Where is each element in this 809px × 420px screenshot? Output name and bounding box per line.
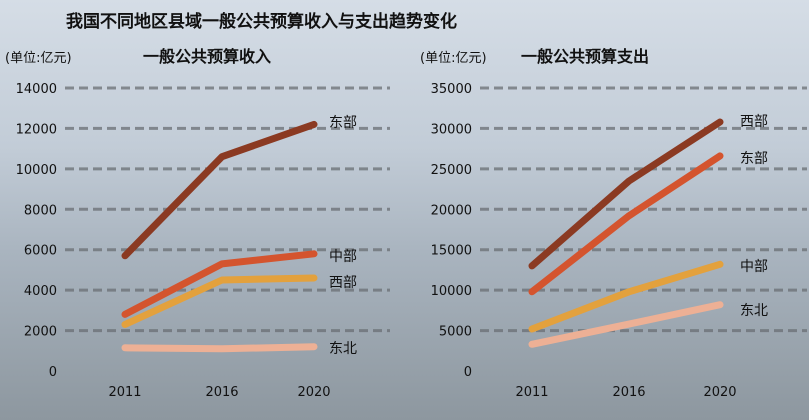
x-tick-label: 2011 xyxy=(108,385,141,400)
y-tick-label: 35000 xyxy=(431,82,472,97)
y-tick-label: 8000 xyxy=(24,203,57,218)
unit-label: (单位:亿元) xyxy=(420,51,487,66)
y-tick-label: 2000 xyxy=(24,325,57,340)
panel-title: 一般公共预算收入 xyxy=(143,47,271,66)
y-tick-label: 30000 xyxy=(431,122,472,137)
chart-panel-2: (单位:亿元) 一般公共预算支出 0 5000 10000 15000 20000 25000… xyxy=(420,47,807,400)
y-tick-label: 10000 xyxy=(16,163,57,178)
series-label: 中部 xyxy=(740,259,768,275)
y-tick-label: 0 xyxy=(464,365,472,380)
series-line-4 xyxy=(528,301,724,348)
series-label: 东北 xyxy=(329,341,357,357)
y-tick-label: 14000 xyxy=(16,82,57,97)
chart-panel-1: (单位:亿元) 一般公共预算收入 0 2000 4000 6000 8000 10000 120… xyxy=(5,47,390,400)
y-tick-label: 10000 xyxy=(431,284,472,299)
y-tick-label: 12000 xyxy=(16,122,57,137)
x-tick-label: 2011 xyxy=(515,385,548,400)
unit-label: (单位:亿元) xyxy=(5,51,72,66)
series-line-2 xyxy=(121,250,318,318)
series-label: 西部 xyxy=(740,114,768,130)
y-tick-label: 25000 xyxy=(431,163,472,178)
y-tick-label: 4000 xyxy=(24,284,57,299)
series-line-1 xyxy=(528,118,724,270)
x-tick-label: 2020 xyxy=(703,385,736,400)
y-tick-label: 0 xyxy=(49,365,57,380)
panel-title: 一般公共预算支出 xyxy=(521,47,649,66)
y-tick-label: 20000 xyxy=(431,203,472,218)
y-tick-label: 6000 xyxy=(24,244,57,259)
x-tick-label: 2020 xyxy=(297,385,330,400)
x-tick-label: 2016 xyxy=(205,385,238,400)
series-label: 东北 xyxy=(740,303,768,319)
series-label: 中部 xyxy=(329,249,357,265)
x-tick-label: 2016 xyxy=(612,385,645,400)
series-line-1 xyxy=(121,120,318,260)
series-label: 西部 xyxy=(329,275,357,291)
series-line-4 xyxy=(121,343,318,353)
series-line-3 xyxy=(528,260,724,333)
figure-title: 我国不同地区县域一般公共预算收入与支出趋势变化 xyxy=(66,11,457,32)
y-tick-label: 15000 xyxy=(431,244,472,259)
series-label: 东部 xyxy=(740,151,768,167)
series-line-2 xyxy=(528,152,724,296)
series-line-3 xyxy=(121,274,318,328)
y-tick-label: 5000 xyxy=(439,325,472,340)
series-label: 东部 xyxy=(329,115,357,131)
